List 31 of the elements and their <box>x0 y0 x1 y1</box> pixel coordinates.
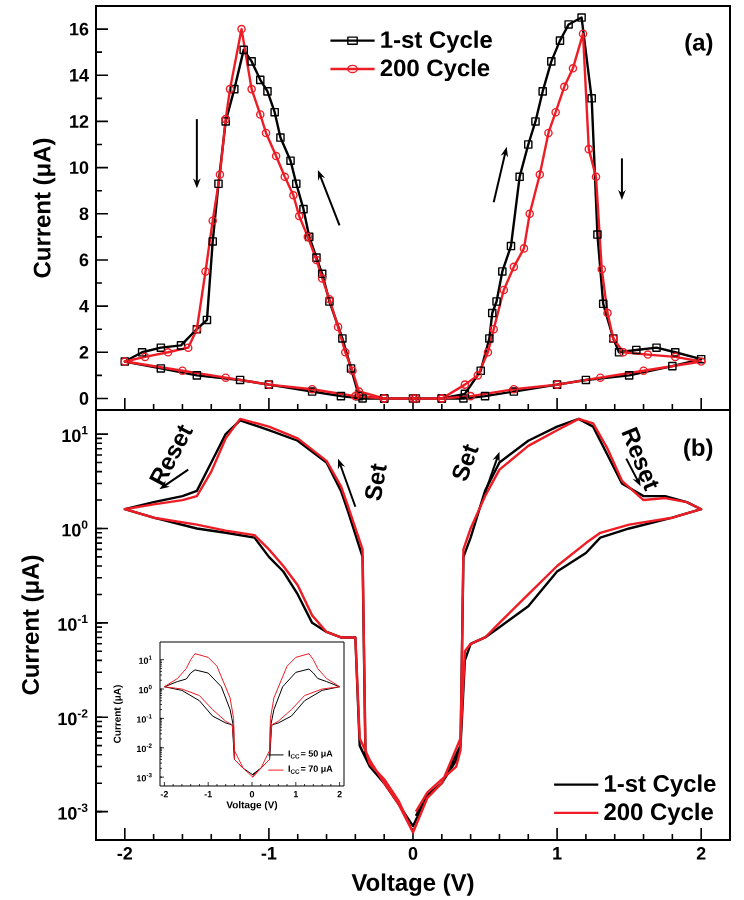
y-tick-label: 0 <box>79 392 89 405</box>
y-tick-label: 8 <box>79 207 89 221</box>
legend-label: 1-st Cycle <box>381 30 492 53</box>
x-tick-label: -1 <box>261 847 277 860</box>
y-tick-label: 10$^{-1}$ <box>58 614 88 631</box>
y-tick-label: 10$^{-2}$ <box>58 709 88 726</box>
annotation: Set <box>365 463 387 501</box>
y-tick-label: 16 <box>70 22 89 36</box>
x-tick-label: -2 <box>117 847 133 860</box>
y-tick-label: 10$^{0}$ <box>62 520 88 537</box>
annotation: Reset <box>621 426 659 492</box>
x-tick-label: 0 <box>408 847 418 860</box>
y-tick-label: 4 <box>79 299 89 313</box>
legend-label: 200 Cycle <box>604 802 713 826</box>
y-axis-title: Current (μA) <box>21 555 44 695</box>
annotation: (a) <box>685 33 713 56</box>
legend-label: 1-st Cycle <box>605 774 716 797</box>
y-axis-title: Current (μA) <box>33 138 56 278</box>
x-tick-label: 2 <box>696 847 706 860</box>
x-axis-title: Voltage (V) <box>351 873 474 896</box>
y-tick-label: 6 <box>79 253 89 267</box>
y-tick-label: 10$^{1}$ <box>62 426 88 443</box>
y-tick-label: 12 <box>70 115 89 128</box>
y-tick-label: 10 <box>70 161 89 174</box>
annotation: (b) <box>684 438 713 461</box>
y-tick-label: 14 <box>70 69 89 82</box>
legend-label: 200 Cycle <box>380 58 490 82</box>
x-tick-label: 1 <box>553 847 562 860</box>
annotation: Set <box>452 443 479 481</box>
y-tick-label: 2 <box>79 346 89 359</box>
y-tick-label: 10$^{-3}$ <box>58 803 88 820</box>
